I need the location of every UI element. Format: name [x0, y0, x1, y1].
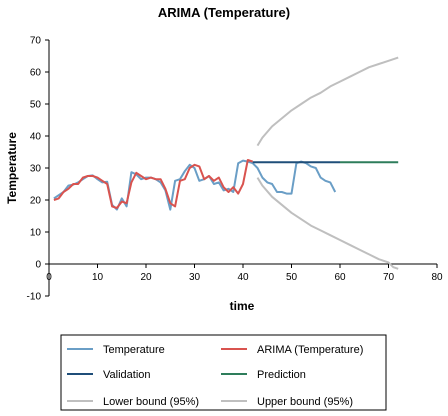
x-tick-label: 70: [383, 272, 395, 283]
y-axis-label: Temperature: [5, 132, 19, 204]
x-axis: 0 10 20 30 40 50 60 70 80: [46, 263, 443, 283]
x-tick-label: 60: [334, 272, 346, 283]
x-axis-label: time: [230, 299, 255, 313]
legend-label-arima-temperature: ARIMA (Temperature): [257, 344, 363, 356]
series-line-upper-bound-95: [256, 56, 399, 147]
y-tick-label: 30: [30, 164, 42, 175]
y-tick-label: 20: [30, 196, 42, 207]
series-line-temperature: [53, 159, 337, 211]
y-tick-label: 40: [30, 132, 42, 143]
y-axis: -10 0 10 20 30 40 50 60 70: [27, 36, 50, 303]
y-tick-label: 0: [35, 260, 41, 271]
y-tick-label: 60: [30, 68, 42, 79]
legend: Temperature ARIMA (Temperature) Validation…: [60, 334, 387, 411]
legend-label-temperature: Temperature: [103, 344, 165, 356]
y-tick-label: 10: [30, 228, 42, 239]
series-line-lower-bound-95: [256, 177, 399, 270]
series-layer: [53, 56, 399, 270]
legend-label-upper-bound-95: Upper bound (95%): [257, 396, 353, 408]
y-tick-label: 50: [30, 100, 42, 111]
series-line-arima-temperature: [53, 159, 254, 209]
y-tick-label: 70: [30, 36, 42, 47]
legend-label-lower-bound-95: Lower bound (95%): [103, 396, 199, 408]
legend-label-validation: Validation: [103, 369, 151, 381]
x-tick-label: 50: [286, 272, 298, 283]
plot-area: -10 0 10 20 30 40 50 60 70 0 10 20 30 40 50 60 70 80: [27, 36, 443, 303]
legend-box: [60, 334, 387, 411]
x-tick-label: 80: [431, 272, 443, 283]
x-tick-label: 20: [140, 272, 152, 283]
x-tick-label: 10: [92, 272, 104, 283]
y-tick-label: -10: [27, 292, 42, 303]
x-tick-label: 30: [189, 272, 201, 283]
chart-title: ARIMA (Temperature): [158, 5, 290, 20]
x-tick-label: 40: [237, 272, 249, 283]
x-tick-label: 0: [46, 272, 52, 283]
legend-label-prediction: Prediction: [257, 369, 306, 381]
